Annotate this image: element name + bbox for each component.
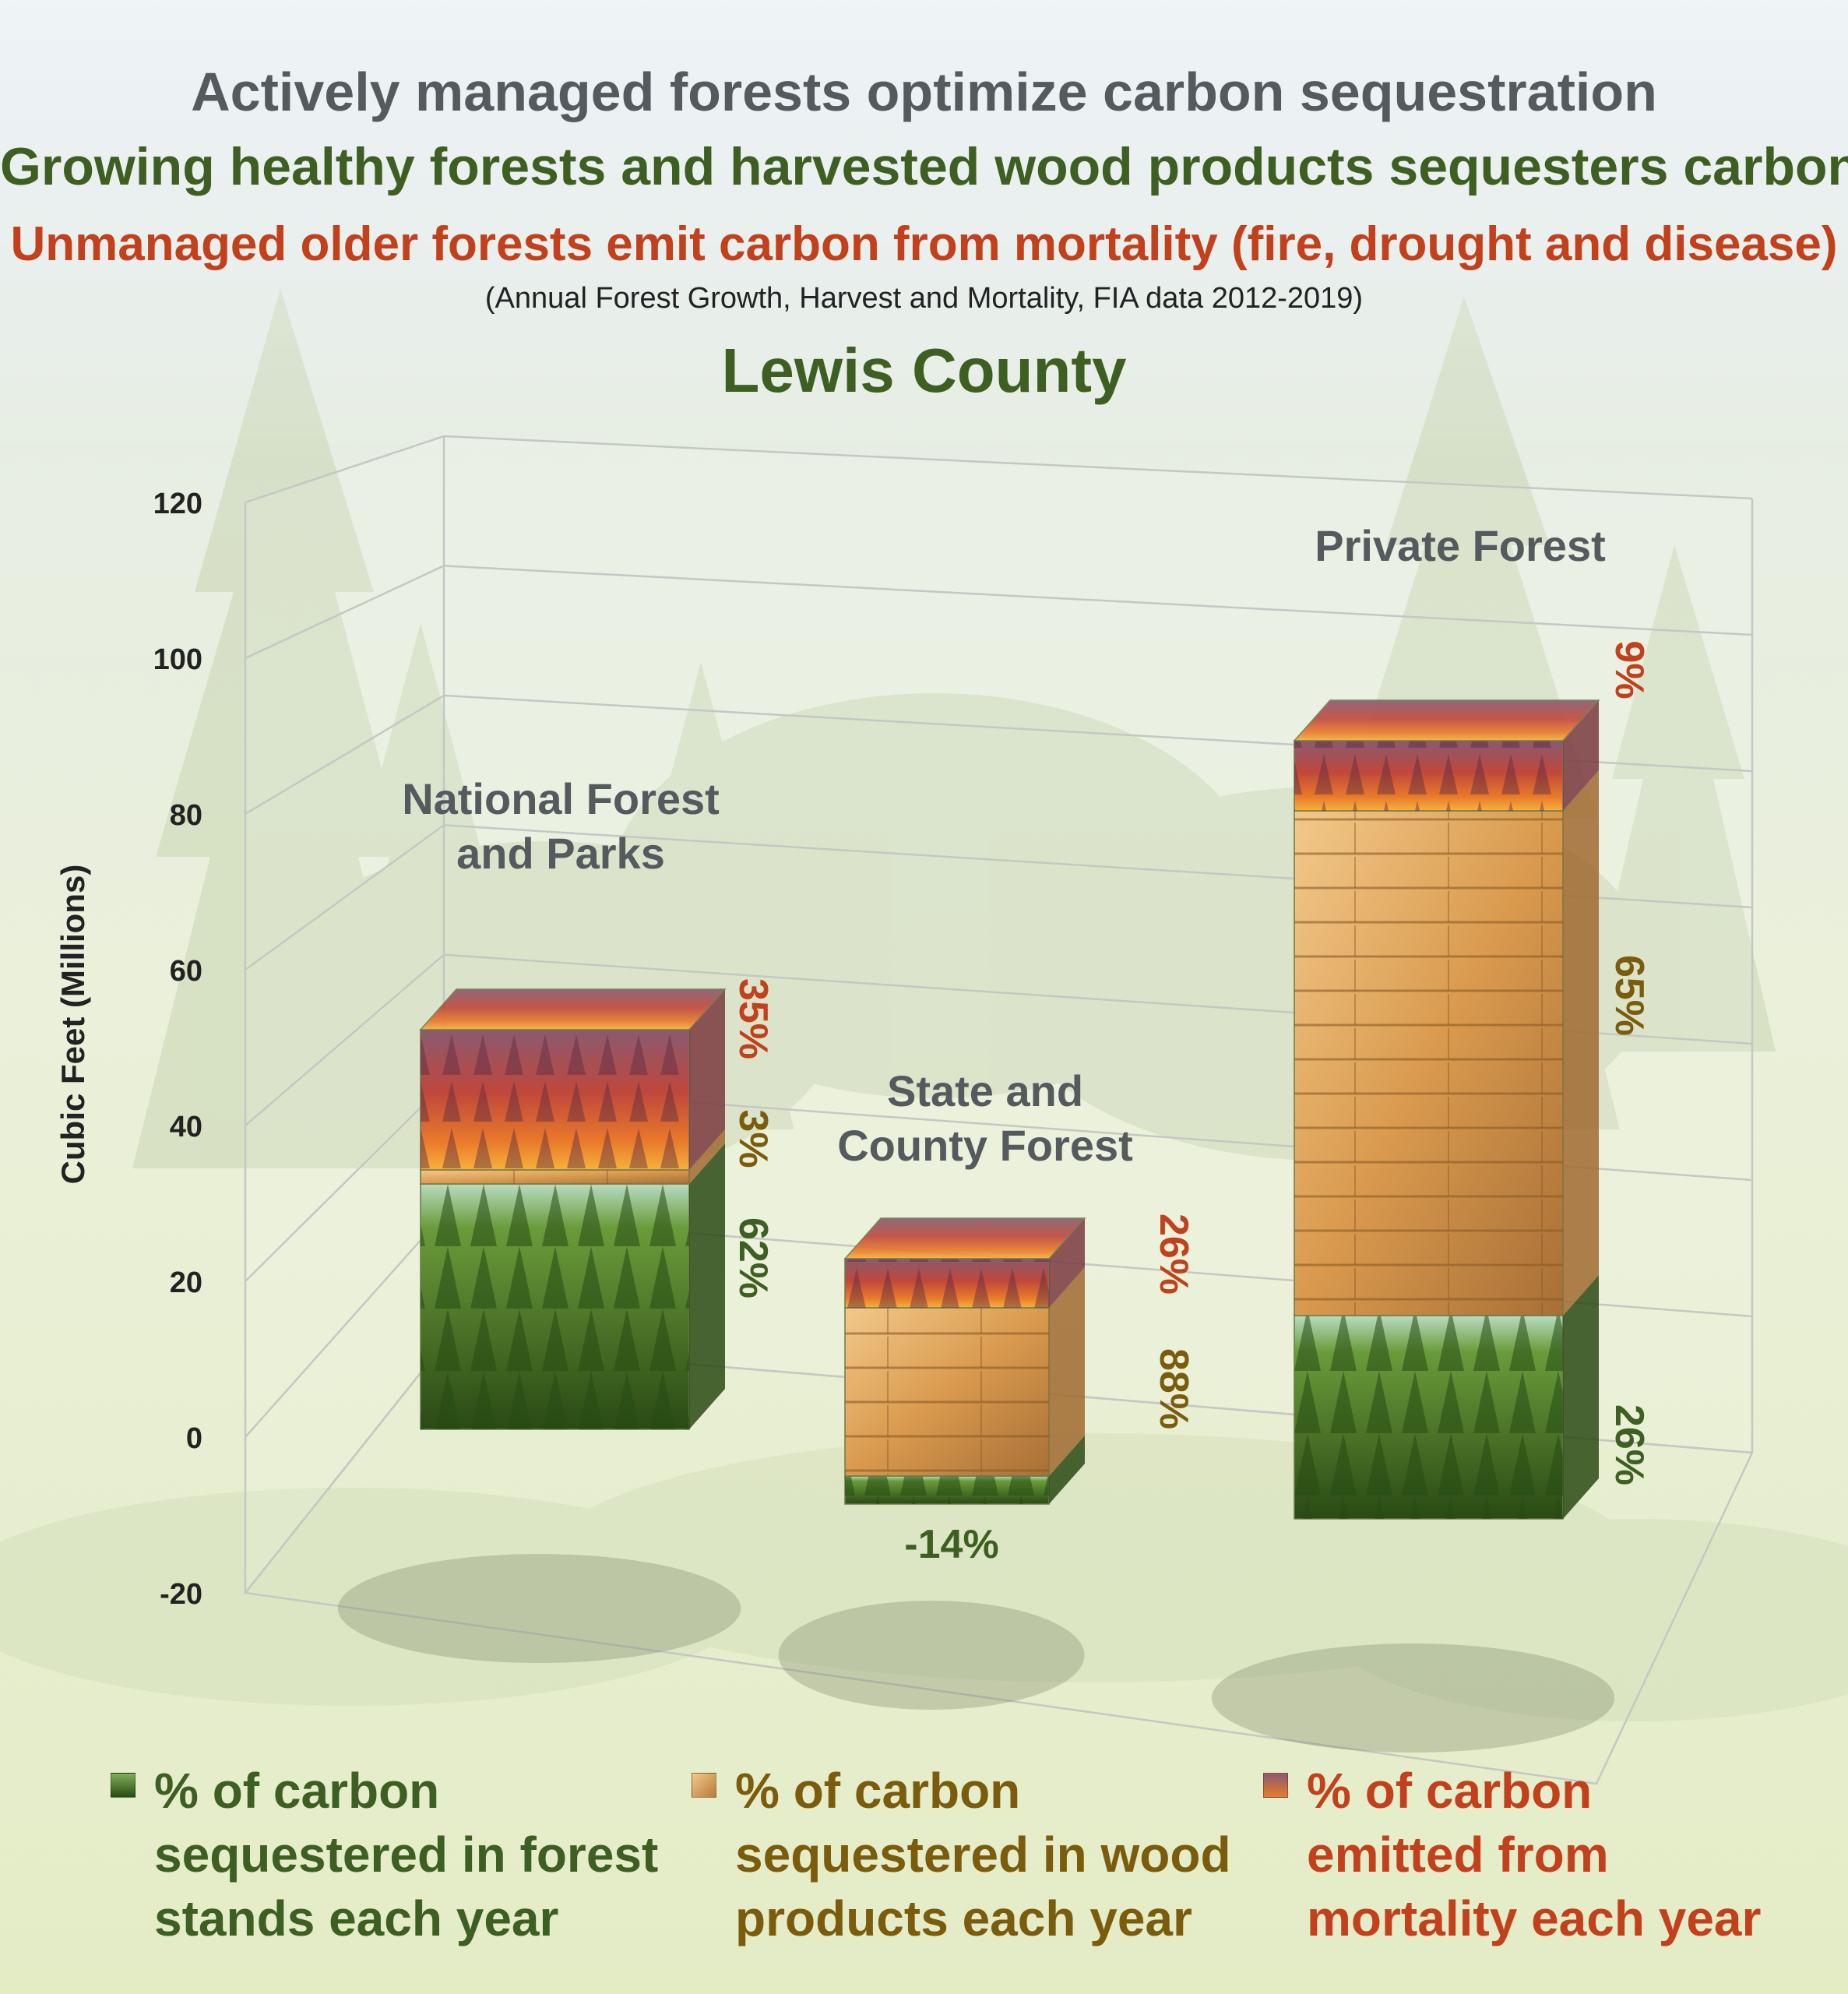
bar-segment-mortality-side <box>689 989 725 1170</box>
bar-segment-wood-side <box>1563 770 1599 1316</box>
category-label-line: Private Forest <box>1315 521 1606 570</box>
bar-segment-wood-side <box>689 1129 725 1184</box>
bar-segment-mortality-side <box>1049 1218 1085 1308</box>
bar-segment-wood-side <box>1049 1267 1085 1476</box>
bar-shadow <box>1211 1643 1615 1753</box>
bar-3 <box>1293 699 1600 1520</box>
legend-forest-line1: % of carbon <box>154 1763 440 1819</box>
bar-segment-forest-side <box>1563 1275 1599 1519</box>
bar-top-face <box>1293 699 1600 742</box>
bar-segment-mortality-texture <box>421 1030 689 1170</box>
category-label: State and County Forest <box>837 1066 1133 1170</box>
legend-wood-line1: % of carbon <box>735 1763 1021 1819</box>
tree-icon <box>111 1773 136 1798</box>
y-tick-label: 100 <box>153 643 202 676</box>
subtitle-growing: Growing healthy forests and harvested wo… <box>0 137 1848 196</box>
bar-segment-mortality-side <box>1563 700 1599 811</box>
y-axis-label: Cubic Feet (Millions) <box>55 865 91 1185</box>
pct-label-wood: 65% <box>1607 955 1652 1036</box>
pct-label-forest: -14% <box>904 1522 998 1567</box>
y-tick-label: 60 <box>170 955 202 988</box>
bar-shadow <box>337 1554 741 1663</box>
bar-top-face <box>843 1217 1086 1259</box>
bar-shadow <box>778 1601 1085 1710</box>
bar-segment-wood-texture <box>1294 811 1563 1316</box>
pct-label-mortality: 35% <box>730 978 776 1059</box>
legend-mortality-line1: % of carbon <box>1307 1763 1593 1819</box>
pct-label-wood: 88% <box>1151 1348 1196 1429</box>
bar-segment-forest-texture <box>1294 1316 1563 1519</box>
y-tick-label: 80 <box>170 799 202 832</box>
category-label: National Forest and Parks <box>402 774 720 878</box>
legend-wood-line2: sequestered in wood <box>735 1827 1231 1883</box>
lumber-icon <box>692 1773 716 1798</box>
bar-segment-mortality-texture <box>845 1259 1049 1308</box>
subtitle-mortality: Unmanaged older forests emit carbon from… <box>10 217 1838 271</box>
data-source-note: (Annual Forest Growth, Harvest and Morta… <box>484 282 1364 315</box>
fire-icon <box>1263 1773 1288 1798</box>
bar-1 <box>419 988 727 1430</box>
legend-wood-line3: products each year <box>735 1890 1192 1946</box>
pct-label-forest: 26% <box>1607 1404 1652 1485</box>
legend-forest-line3: stands each year <box>154 1890 559 1946</box>
bar-segment-forest-texture <box>845 1476 1049 1504</box>
legend-mortality-line3: mortality each year <box>1307 1890 1762 1946</box>
bar-segment-forest-side <box>1049 1436 1085 1504</box>
category-label-line: County Forest <box>837 1121 1133 1170</box>
y-tick-label: -20 <box>160 1578 202 1611</box>
category-label-line: State and <box>887 1066 1083 1115</box>
bar-2 <box>843 1217 1086 1505</box>
bar-segment-wood-texture <box>845 1308 1049 1476</box>
category-label-line: National Forest <box>402 774 720 823</box>
category-label: Private Forest <box>1315 521 1606 570</box>
pct-label-forest: 62% <box>730 1217 776 1298</box>
legend-mortality-line2: emitted from <box>1307 1827 1609 1883</box>
bar-segment-wood-texture <box>421 1170 689 1184</box>
y-tick-label: 40 <box>170 1111 202 1143</box>
legend-forest-line2: sequestered in forest <box>154 1827 659 1883</box>
pct-label-wood: 3% <box>730 1109 776 1168</box>
floor-outline <box>243 1342 1754 1785</box>
pct-label-mortality: 9% <box>1607 640 1652 699</box>
y-tick-label: 20 <box>170 1267 202 1299</box>
bar-segment-forest-texture <box>421 1184 689 1429</box>
bar-segment-mortality-texture <box>1294 741 1563 811</box>
bar-segment-forest-side <box>689 1143 725 1429</box>
pct-label-mortality: 26% <box>1151 1214 1196 1295</box>
bar-top-face <box>419 988 727 1030</box>
y-tick-label: 0 <box>186 1422 202 1455</box>
county-title: Lewis County <box>721 336 1127 405</box>
category-label-line: and Parks <box>456 829 665 878</box>
y-tick-label: 120 <box>153 488 202 520</box>
left-wall <box>245 436 444 1593</box>
main-title: Actively managed forests optimize carbon… <box>191 62 1657 122</box>
